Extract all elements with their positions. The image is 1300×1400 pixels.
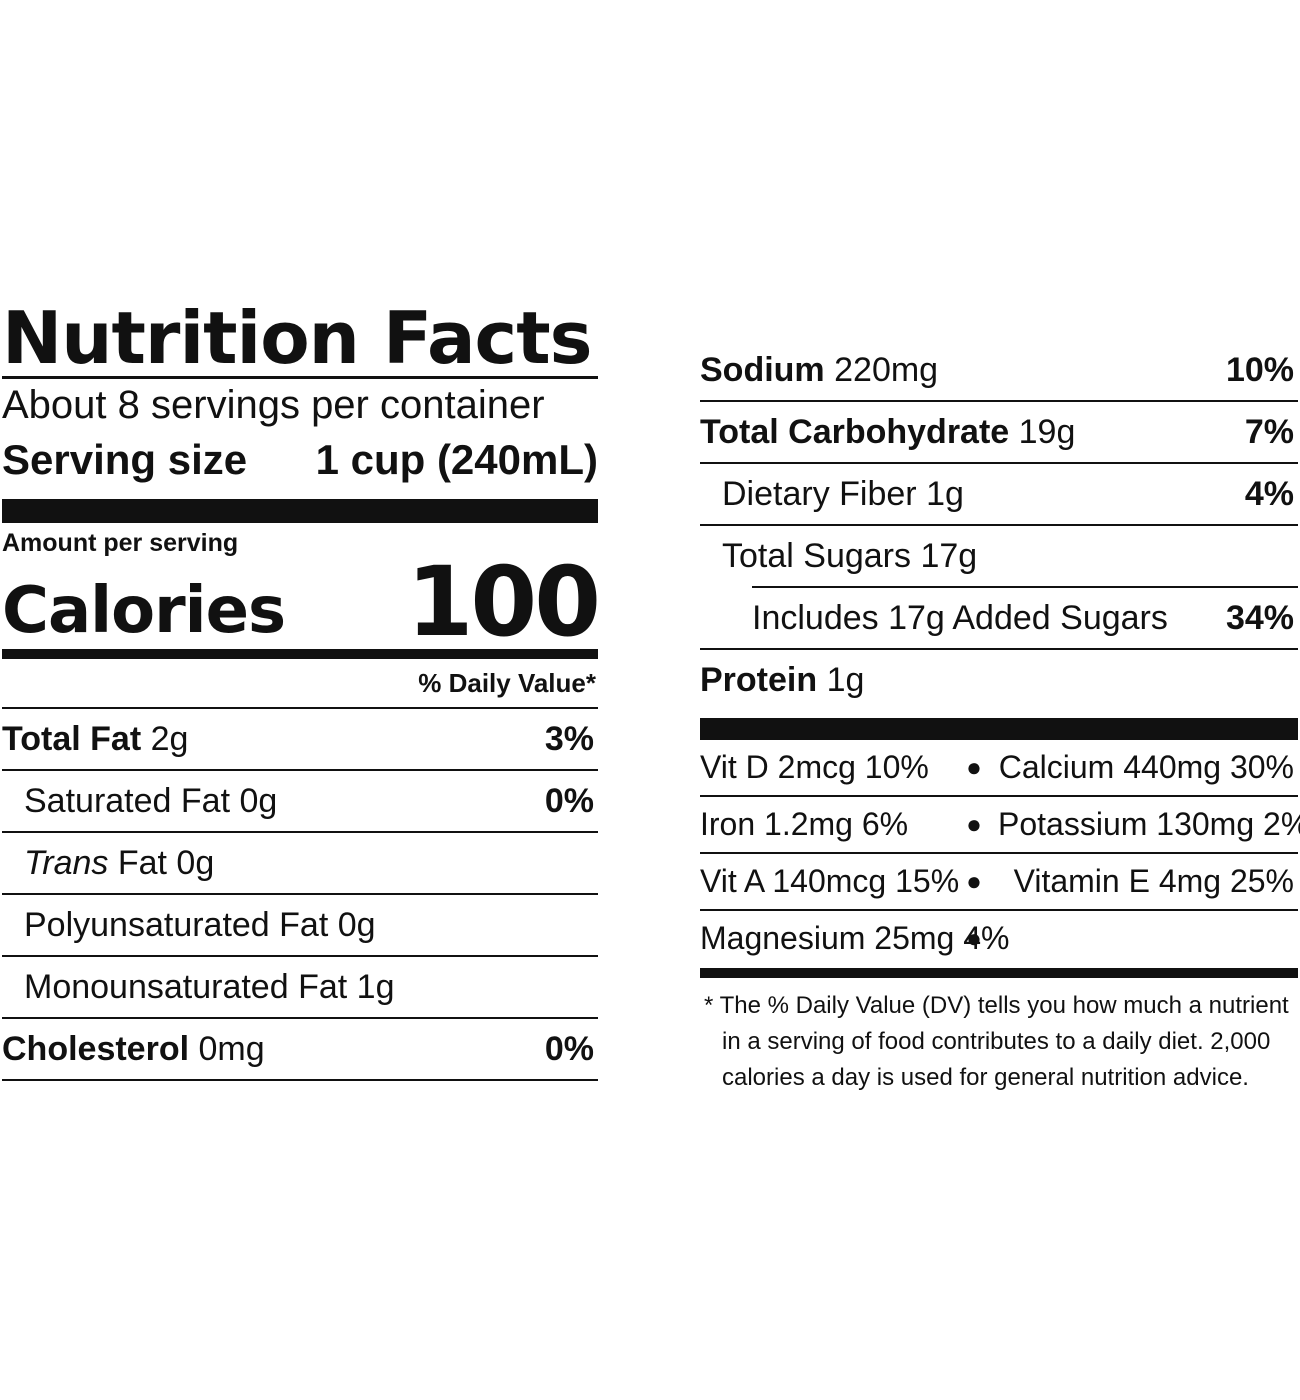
vitamin-right: Vitamin E 4mg 25% [1013, 863, 1294, 899]
nutrient-amount: 220mg [834, 350, 939, 389]
nutrient-row-total-sugars: Total Sugars 17g [700, 526, 1298, 586]
nutrient-amount: 1g [826, 660, 865, 699]
divider [752, 586, 1298, 588]
medium-divider [700, 968, 1298, 978]
vitamin-left: Iron 1.2mg 6% [700, 806, 909, 842]
nutrient-name: Protein [700, 660, 818, 699]
daily-value-header: % Daily Value* [418, 668, 596, 698]
vitamin-left: Vit A 140mcg 15% [700, 863, 960, 899]
nutrient-row-trans-fat: Trans Fat 0g [2, 831, 598, 893]
vitamin-row: Vit A 140mcg 15% ● Vitamin E 4mg 25% [700, 854, 1298, 911]
calories-label: Calories [2, 574, 286, 648]
nutrient-name: Polyunsaturated Fat [24, 905, 329, 944]
vitamin-row: Magnesium 25mg 4% ● [700, 911, 1298, 966]
vitamin-row: Iron 1.2mg 6% ● Potassium 130mg 2% [700, 797, 1300, 854]
nutrient-dv: 34% [1225, 598, 1294, 637]
nutrient-amount: 17g [920, 536, 978, 575]
serving-size-label: Serving size [2, 436, 248, 483]
servings-per-container: About 8 servings per container [2, 383, 545, 427]
footnote-line: calories a day is used for general nutri… [722, 1064, 1249, 1091]
nutrition-facts-left-panel: Nutrition Facts About 8 servings per con… [2, 296, 601, 1081]
nutrient-amount: 2g [150, 719, 189, 758]
nutrient-name: Total Fat [2, 719, 142, 758]
nutrient-row-cholesterol: Cholesterol 0mg 0% [2, 1017, 598, 1081]
nutrition-facts-right-panel: Sodium 220mg 10% Total Carbohydrate 19g … [700, 340, 1300, 1096]
bullet-icon: ● [966, 752, 982, 782]
nutrient-row-total-carbohydrate: Total Carbohydrate 19g 7% [700, 402, 1298, 464]
vitamin-left: Vit D 2mcg 10% [700, 749, 929, 785]
nutrient-dv: 10% [1225, 350, 1294, 389]
nutrient-row-saturated-fat: Saturated Fat 0g 0% [2, 769, 598, 831]
bullet-icon: ● [966, 866, 982, 896]
nutrient-amount: 1g [356, 967, 395, 1006]
nutrient-row-sodium: Sodium 220mg 10% [700, 340, 1298, 402]
amount-per-serving: Amount per serving [2, 529, 239, 557]
nutrient-dv: 0% [544, 781, 594, 820]
nutrient-amount: 1g [926, 474, 964, 513]
nutrient-name: Total Sugars [722, 536, 911, 575]
thick-divider [700, 718, 1298, 740]
nutrient-name: Includes 17g Added Sugars [752, 598, 1168, 637]
nutrition-facts-title: Nutrition Facts [2, 296, 593, 380]
vitamin-right: Calcium 440mg 30% [998, 749, 1294, 785]
nutrient-amount: 19g [1018, 412, 1076, 451]
serving-size-value: 1 cup (240mL) [315, 436, 598, 483]
nutrient-row-monounsaturated-fat: Monounsaturated Fat 1g [2, 955, 598, 1017]
nutrient-row-polyunsaturated-fat: Polyunsaturated Fat 0g [2, 893, 598, 955]
calories-row: Calories 100 [2, 546, 601, 658]
daily-value-footnote: * The % Daily Value (DV) tells you how m… [700, 988, 1298, 1096]
nutrient-dv: 3% [544, 719, 594, 758]
nutrient-name: Sodium [700, 350, 825, 389]
nutrient-name: Fat [117, 843, 167, 882]
nutrient-name: Cholesterol [2, 1029, 190, 1068]
bullet-icon: ● [966, 923, 982, 953]
nutrient-amount: 0g [337, 905, 376, 944]
footnote-line: * The % Daily Value (DV) tells you how m… [704, 992, 1289, 1019]
vitamin-left: Magnesium 25mg 4% [700, 920, 1010, 956]
vitamin-right: Potassium 130mg 2% [998, 806, 1300, 842]
serving-size-row: Serving size 1 cup (240mL) [2, 431, 598, 489]
nutrient-name-italic: Trans [24, 843, 109, 882]
nutrient-row-dietary-fiber: Dietary Fiber 1g 4% [700, 464, 1298, 526]
nutrient-row-added-sugars: Includes 17g Added Sugars 34% [700, 588, 1298, 650]
thick-divider [2, 499, 598, 523]
footnote-line: in a serving of food contributes to a da… [722, 1028, 1271, 1055]
nutrient-amount: 0g [239, 781, 278, 820]
nutrient-amount: 0g [176, 843, 215, 882]
vitamin-row: Vit D 2mcg 10% ● Calcium 440mg 30% [700, 740, 1298, 797]
calories-value: 100 [406, 546, 601, 658]
nutrient-amount: 0mg [198, 1029, 265, 1068]
bullet-icon: ● [966, 809, 982, 839]
medium-divider [2, 649, 598, 659]
nutrient-name: Dietary Fiber [722, 474, 917, 513]
nutrient-row-total-fat: Total Fat 2g 3% [2, 707, 598, 769]
nutrient-dv: 7% [1244, 412, 1294, 451]
divider [2, 376, 598, 379]
nutrient-dv: 0% [544, 1029, 594, 1068]
nutrient-name: Saturated Fat [24, 781, 231, 820]
nutrient-name: Total Carbohydrate [700, 412, 1010, 451]
nutrient-name: Monounsaturated Fat [24, 967, 348, 1006]
nutrient-dv: 4% [1244, 474, 1294, 513]
nutrient-row-protein: Protein 1g [700, 650, 1298, 710]
